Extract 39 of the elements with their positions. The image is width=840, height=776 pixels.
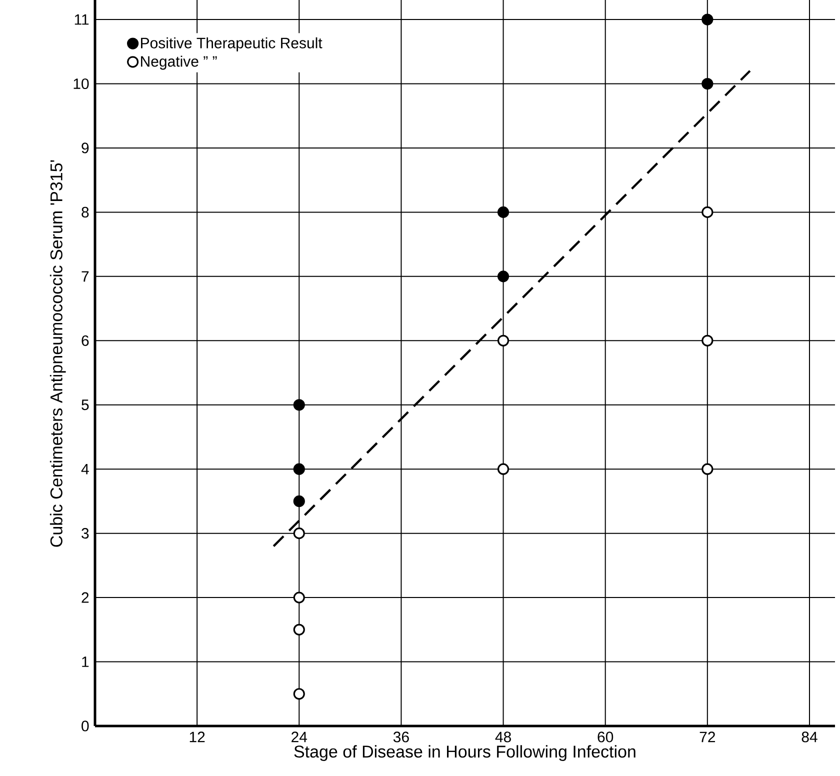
y-tick-label: 7 [82,271,89,282]
x-tick-label: 72 [700,732,716,742]
y-tick-label: 0 [82,720,89,732]
point [497,270,510,282]
point [702,463,714,475]
x-tick-label: 60 [598,732,614,742]
y-tick-label: 9 [82,142,89,154]
point [293,399,305,411]
point [293,624,305,636]
y-tick-label: 10 [74,78,89,90]
point [497,334,510,346]
x-tick-label: 24 [292,732,308,742]
x-tick-label: 12 [190,732,205,742]
point [497,463,510,475]
x-tick-label: 48 [495,732,511,742]
x-tick-label: 36 [393,732,409,742]
point [293,592,305,604]
y-axis-title: Cubic Centimeters Antipneumococcic Serum 'P315' [50,160,66,547]
x-tick-label: 84 [802,732,818,742]
point [702,206,714,218]
y-tick-label: 1 [82,656,89,667]
point [293,528,305,540]
point [702,334,714,346]
point [702,14,714,26]
y-tick-label: 3 [82,528,89,539]
point [293,688,305,700]
y-tick-label: 11 [74,14,89,25]
x-axis-title: Stage of Disease in Hours Following Infection [294,745,636,761]
y-tick-label: 2 [82,592,89,603]
y-tick-label: 6 [82,335,89,346]
y-tick-label: 5 [82,400,89,410]
legend-label: Negative ” ” [141,56,217,70]
legend-label: Positive Therapeutic Result [141,37,322,52]
point [702,78,714,90]
point [497,206,510,218]
point [293,495,305,508]
point [293,463,305,475]
y-tick-label: 4 [81,464,89,474]
y-tick-label: 8 [82,206,89,218]
